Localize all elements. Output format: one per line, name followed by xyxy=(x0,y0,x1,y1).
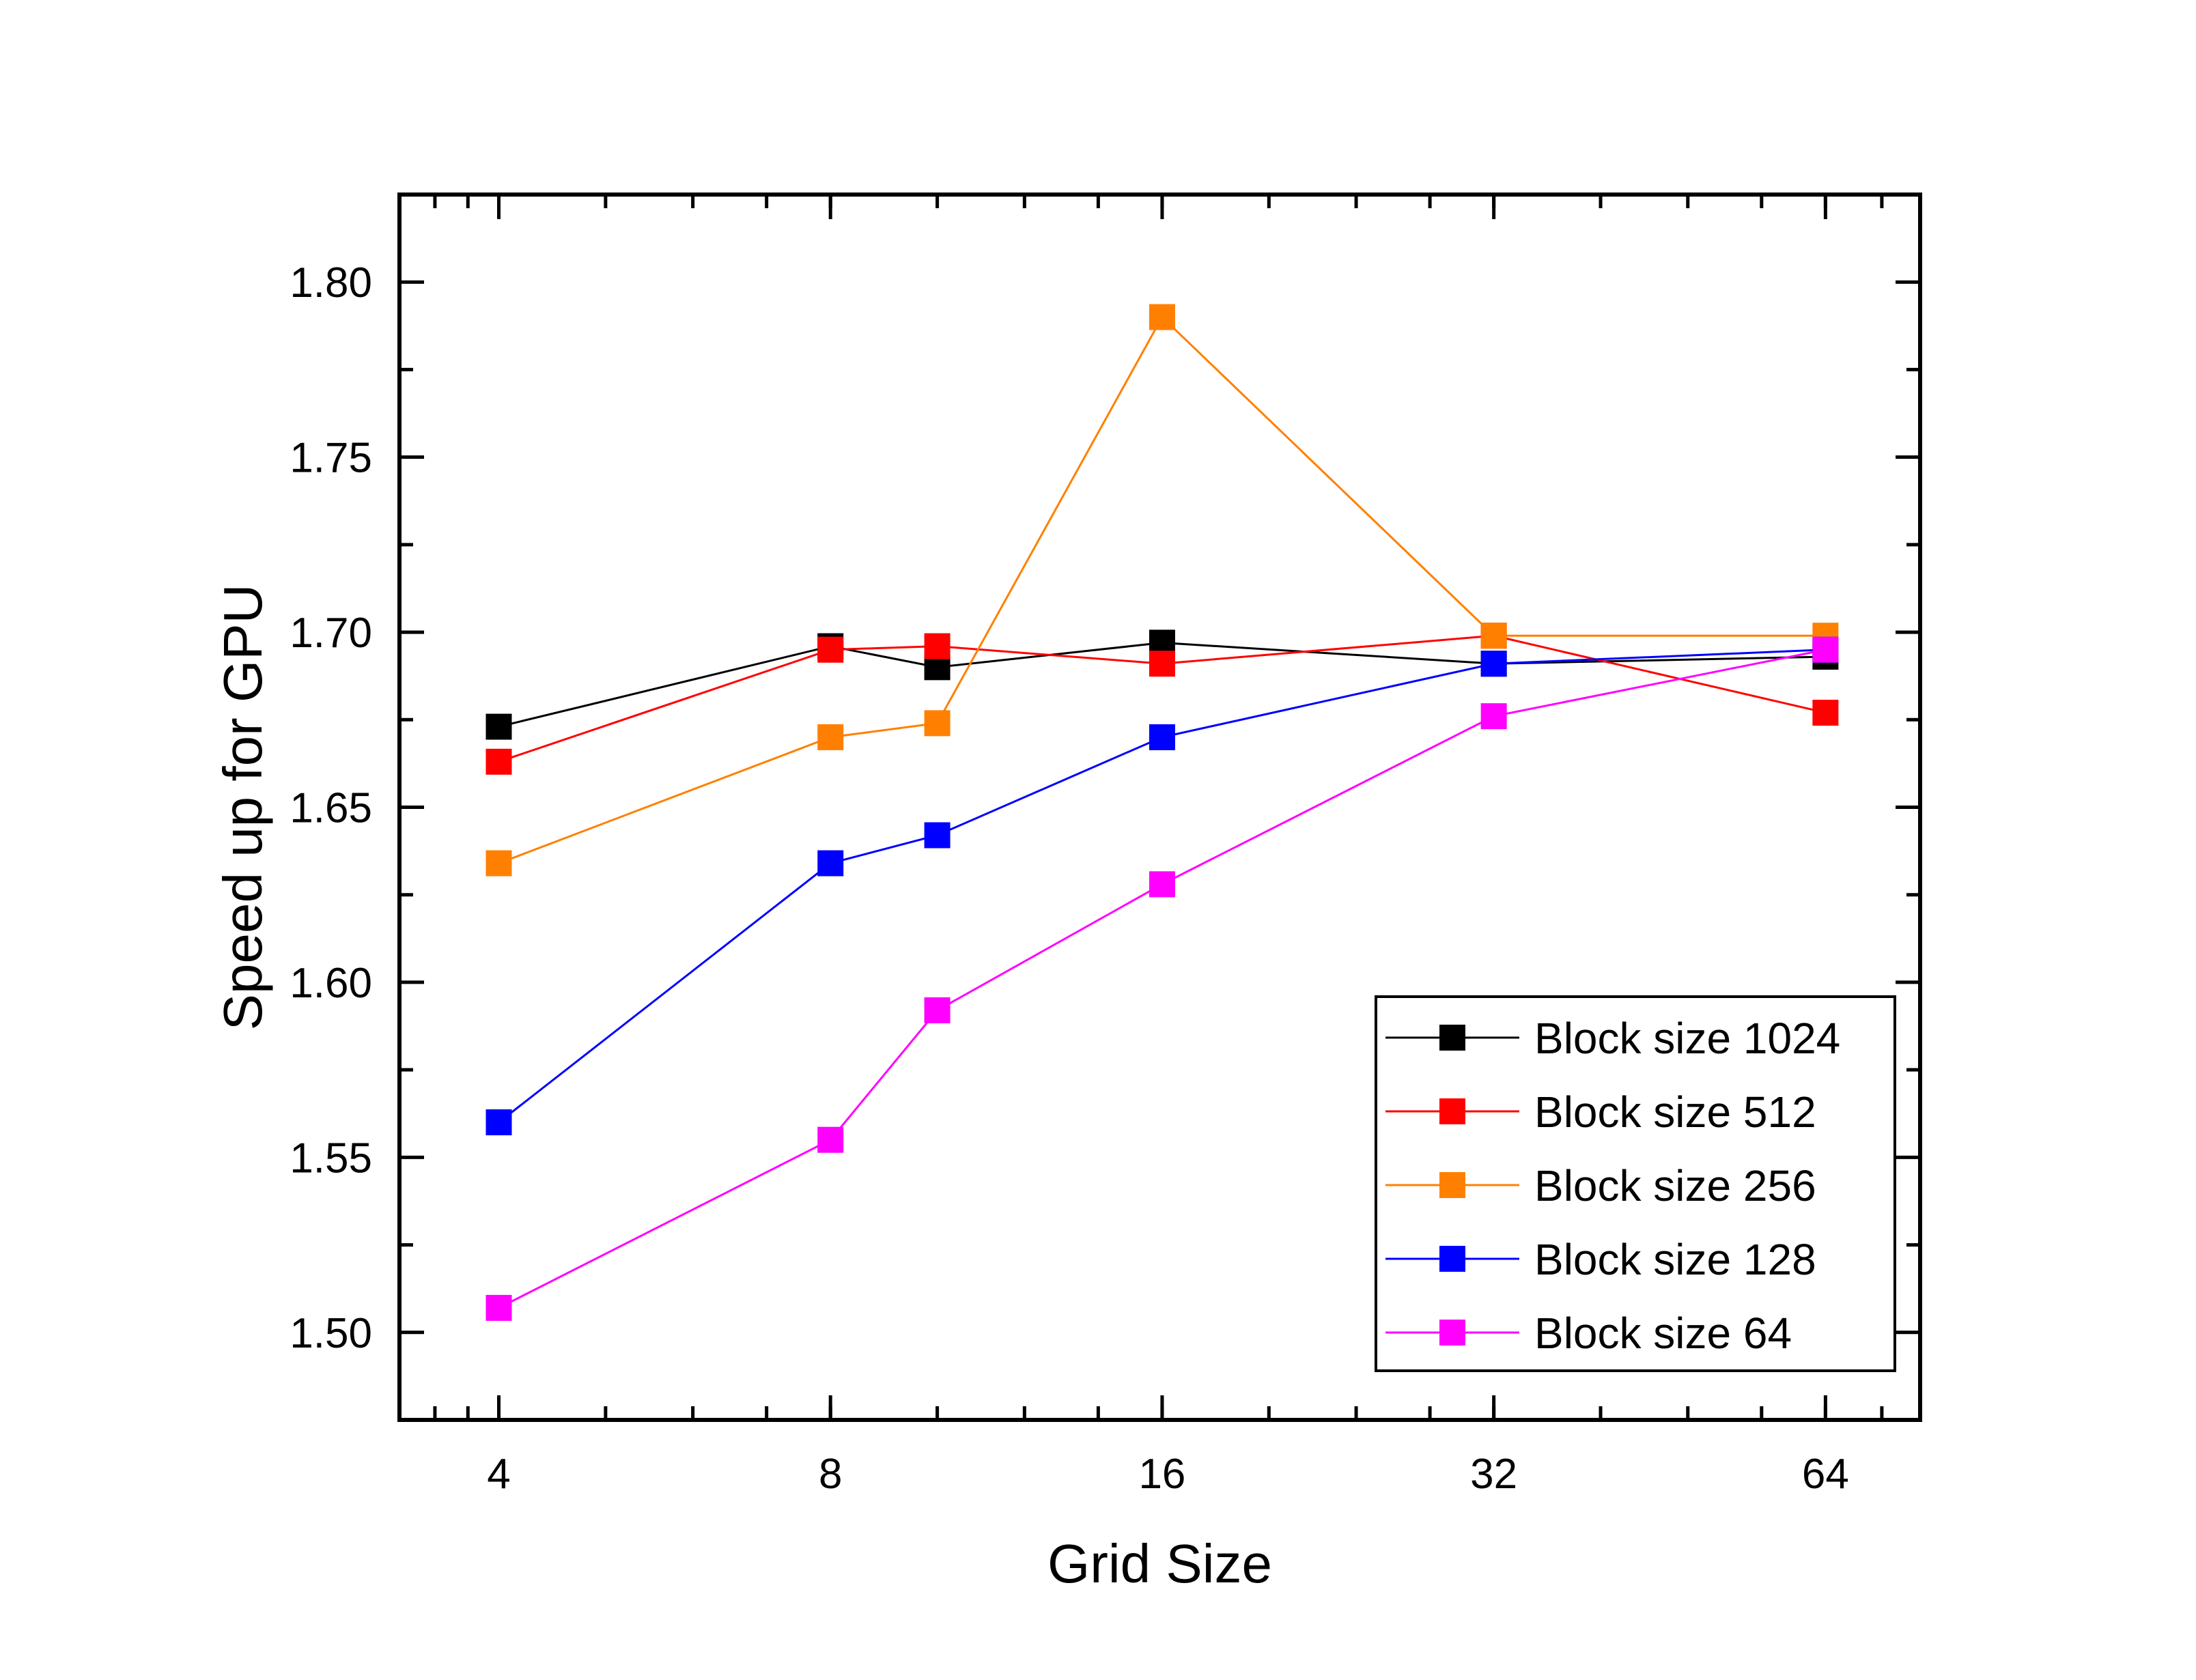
data-point xyxy=(1812,700,1839,726)
data-point xyxy=(924,633,951,659)
series-line xyxy=(498,649,1826,1124)
data-point xyxy=(485,748,512,775)
legend-item: Block size 512 xyxy=(1385,1087,1816,1137)
x-tick-label: 4 xyxy=(487,1451,510,1498)
data-point xyxy=(817,1126,844,1153)
legend-label: Block size 1024 xyxy=(1534,1014,1840,1063)
legend: Block size 1024 Block size 512 Block size … xyxy=(1375,995,1896,1372)
series-line xyxy=(498,634,1826,763)
legend-item: Block size 64 xyxy=(1385,1309,1792,1358)
data-point xyxy=(1149,304,1175,330)
data-point xyxy=(1812,636,1839,663)
x-tick-label: 8 xyxy=(819,1451,842,1498)
y-tick-label: 1.60 xyxy=(290,960,372,1007)
plot-frame xyxy=(397,193,1922,1422)
legend-item: Block size 256 xyxy=(1385,1161,1816,1210)
series-2 xyxy=(485,623,1839,775)
plot-series xyxy=(485,304,1839,1321)
legend-label: Block size 256 xyxy=(1534,1161,1816,1210)
data-point xyxy=(485,713,512,740)
data-point xyxy=(485,1109,512,1136)
data-point xyxy=(485,1294,512,1321)
data-point xyxy=(1480,703,1507,730)
legend-marker xyxy=(1439,1172,1465,1198)
y-tick-label: 1.80 xyxy=(290,259,372,307)
data-point xyxy=(817,724,844,750)
legend-marker xyxy=(1439,1025,1465,1051)
x-axis-title: Grid Size xyxy=(1047,1533,1272,1594)
y-tick-label: 1.50 xyxy=(290,1310,372,1357)
axis-ticks xyxy=(399,193,1920,1422)
legend-marker xyxy=(1439,1098,1465,1124)
y-tick-label: 1.70 xyxy=(290,610,372,657)
data-point xyxy=(817,636,844,663)
data-point xyxy=(1480,651,1507,677)
y-tick-label: 1.65 xyxy=(290,785,372,832)
data-point xyxy=(924,997,951,1023)
data-point xyxy=(1149,724,1175,750)
legend-item: Block size 1024 xyxy=(1385,1014,1840,1063)
data-point xyxy=(1480,623,1507,649)
x-tick-label: 64 xyxy=(1802,1451,1849,1498)
y-tick-label: 1.55 xyxy=(290,1135,372,1182)
series-line xyxy=(498,315,1826,865)
x-tick-label: 16 xyxy=(1138,1451,1185,1498)
data-point xyxy=(924,822,951,849)
data-point xyxy=(924,710,951,737)
legend-marker xyxy=(1439,1320,1465,1346)
series-5 xyxy=(485,636,1839,1321)
data-point xyxy=(817,850,844,877)
series-line xyxy=(498,649,1826,1309)
legend-label: Block size 512 xyxy=(1534,1087,1816,1137)
legend-label: Block size 64 xyxy=(1534,1309,1792,1358)
y-axis-title: Speed up for GPU xyxy=(212,584,273,1031)
data-point xyxy=(485,850,512,877)
y-tick-label: 1.75 xyxy=(290,435,372,482)
data-point xyxy=(1149,651,1175,677)
data-point xyxy=(1149,871,1175,898)
legend-marker xyxy=(1439,1246,1465,1272)
x-tick-label: 32 xyxy=(1470,1451,1517,1498)
tick-labels: 1.50 1.55 1.60 1.65 1.70 1.75 1.80 4 8 16 32 64 xyxy=(290,259,1849,1498)
legend-item: Block size 128 xyxy=(1385,1235,1816,1284)
legend-label: Block size 128 xyxy=(1534,1235,1816,1284)
